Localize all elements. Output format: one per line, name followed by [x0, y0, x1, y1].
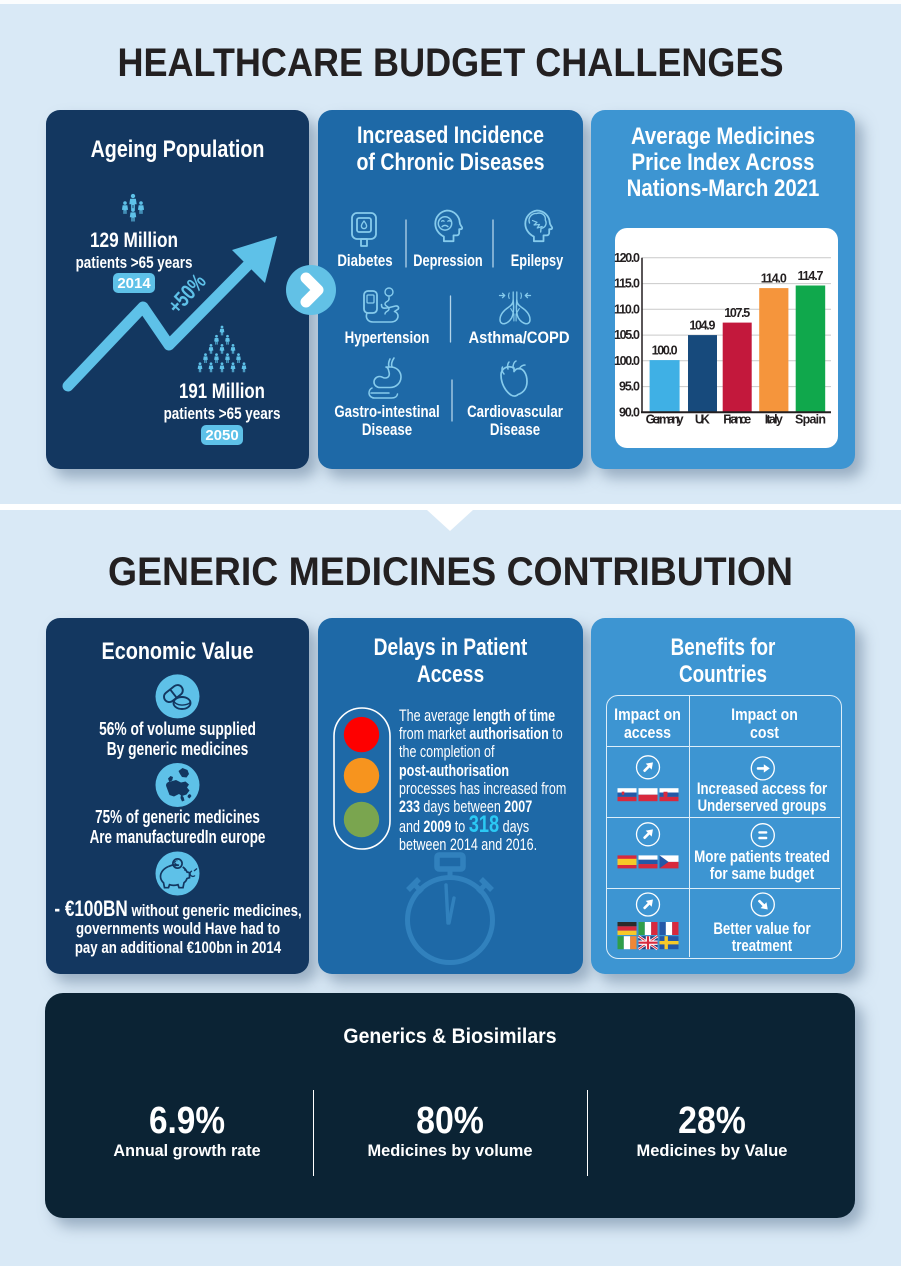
svg-text:110.0: 110.0 [614, 302, 640, 316]
svg-text:120.0: 120.0 [614, 251, 640, 265]
svg-text:Germany: Germany [646, 413, 684, 427]
svg-text:115.0: 115.0 [614, 277, 640, 291]
svg-text:114.0: 114.0 [761, 272, 787, 286]
svg-text:France: France [723, 413, 751, 427]
svg-text:100.0: 100.0 [614, 354, 640, 368]
svg-text:104.9: 104.9 [689, 319, 715, 333]
svg-text:Spain: Spain [795, 413, 826, 427]
svg-text:90.0: 90.0 [619, 405, 640, 419]
svg-text:100.0: 100.0 [652, 344, 678, 358]
svg-text:95.0: 95.0 [619, 380, 640, 394]
svg-text:105.0: 105.0 [614, 328, 640, 342]
svg-text:107.5: 107.5 [724, 306, 750, 320]
svg-text:114.7: 114.7 [798, 269, 824, 283]
svg-text:UK: UK [695, 413, 710, 427]
svg-text:Italy: Italy [765, 413, 783, 427]
